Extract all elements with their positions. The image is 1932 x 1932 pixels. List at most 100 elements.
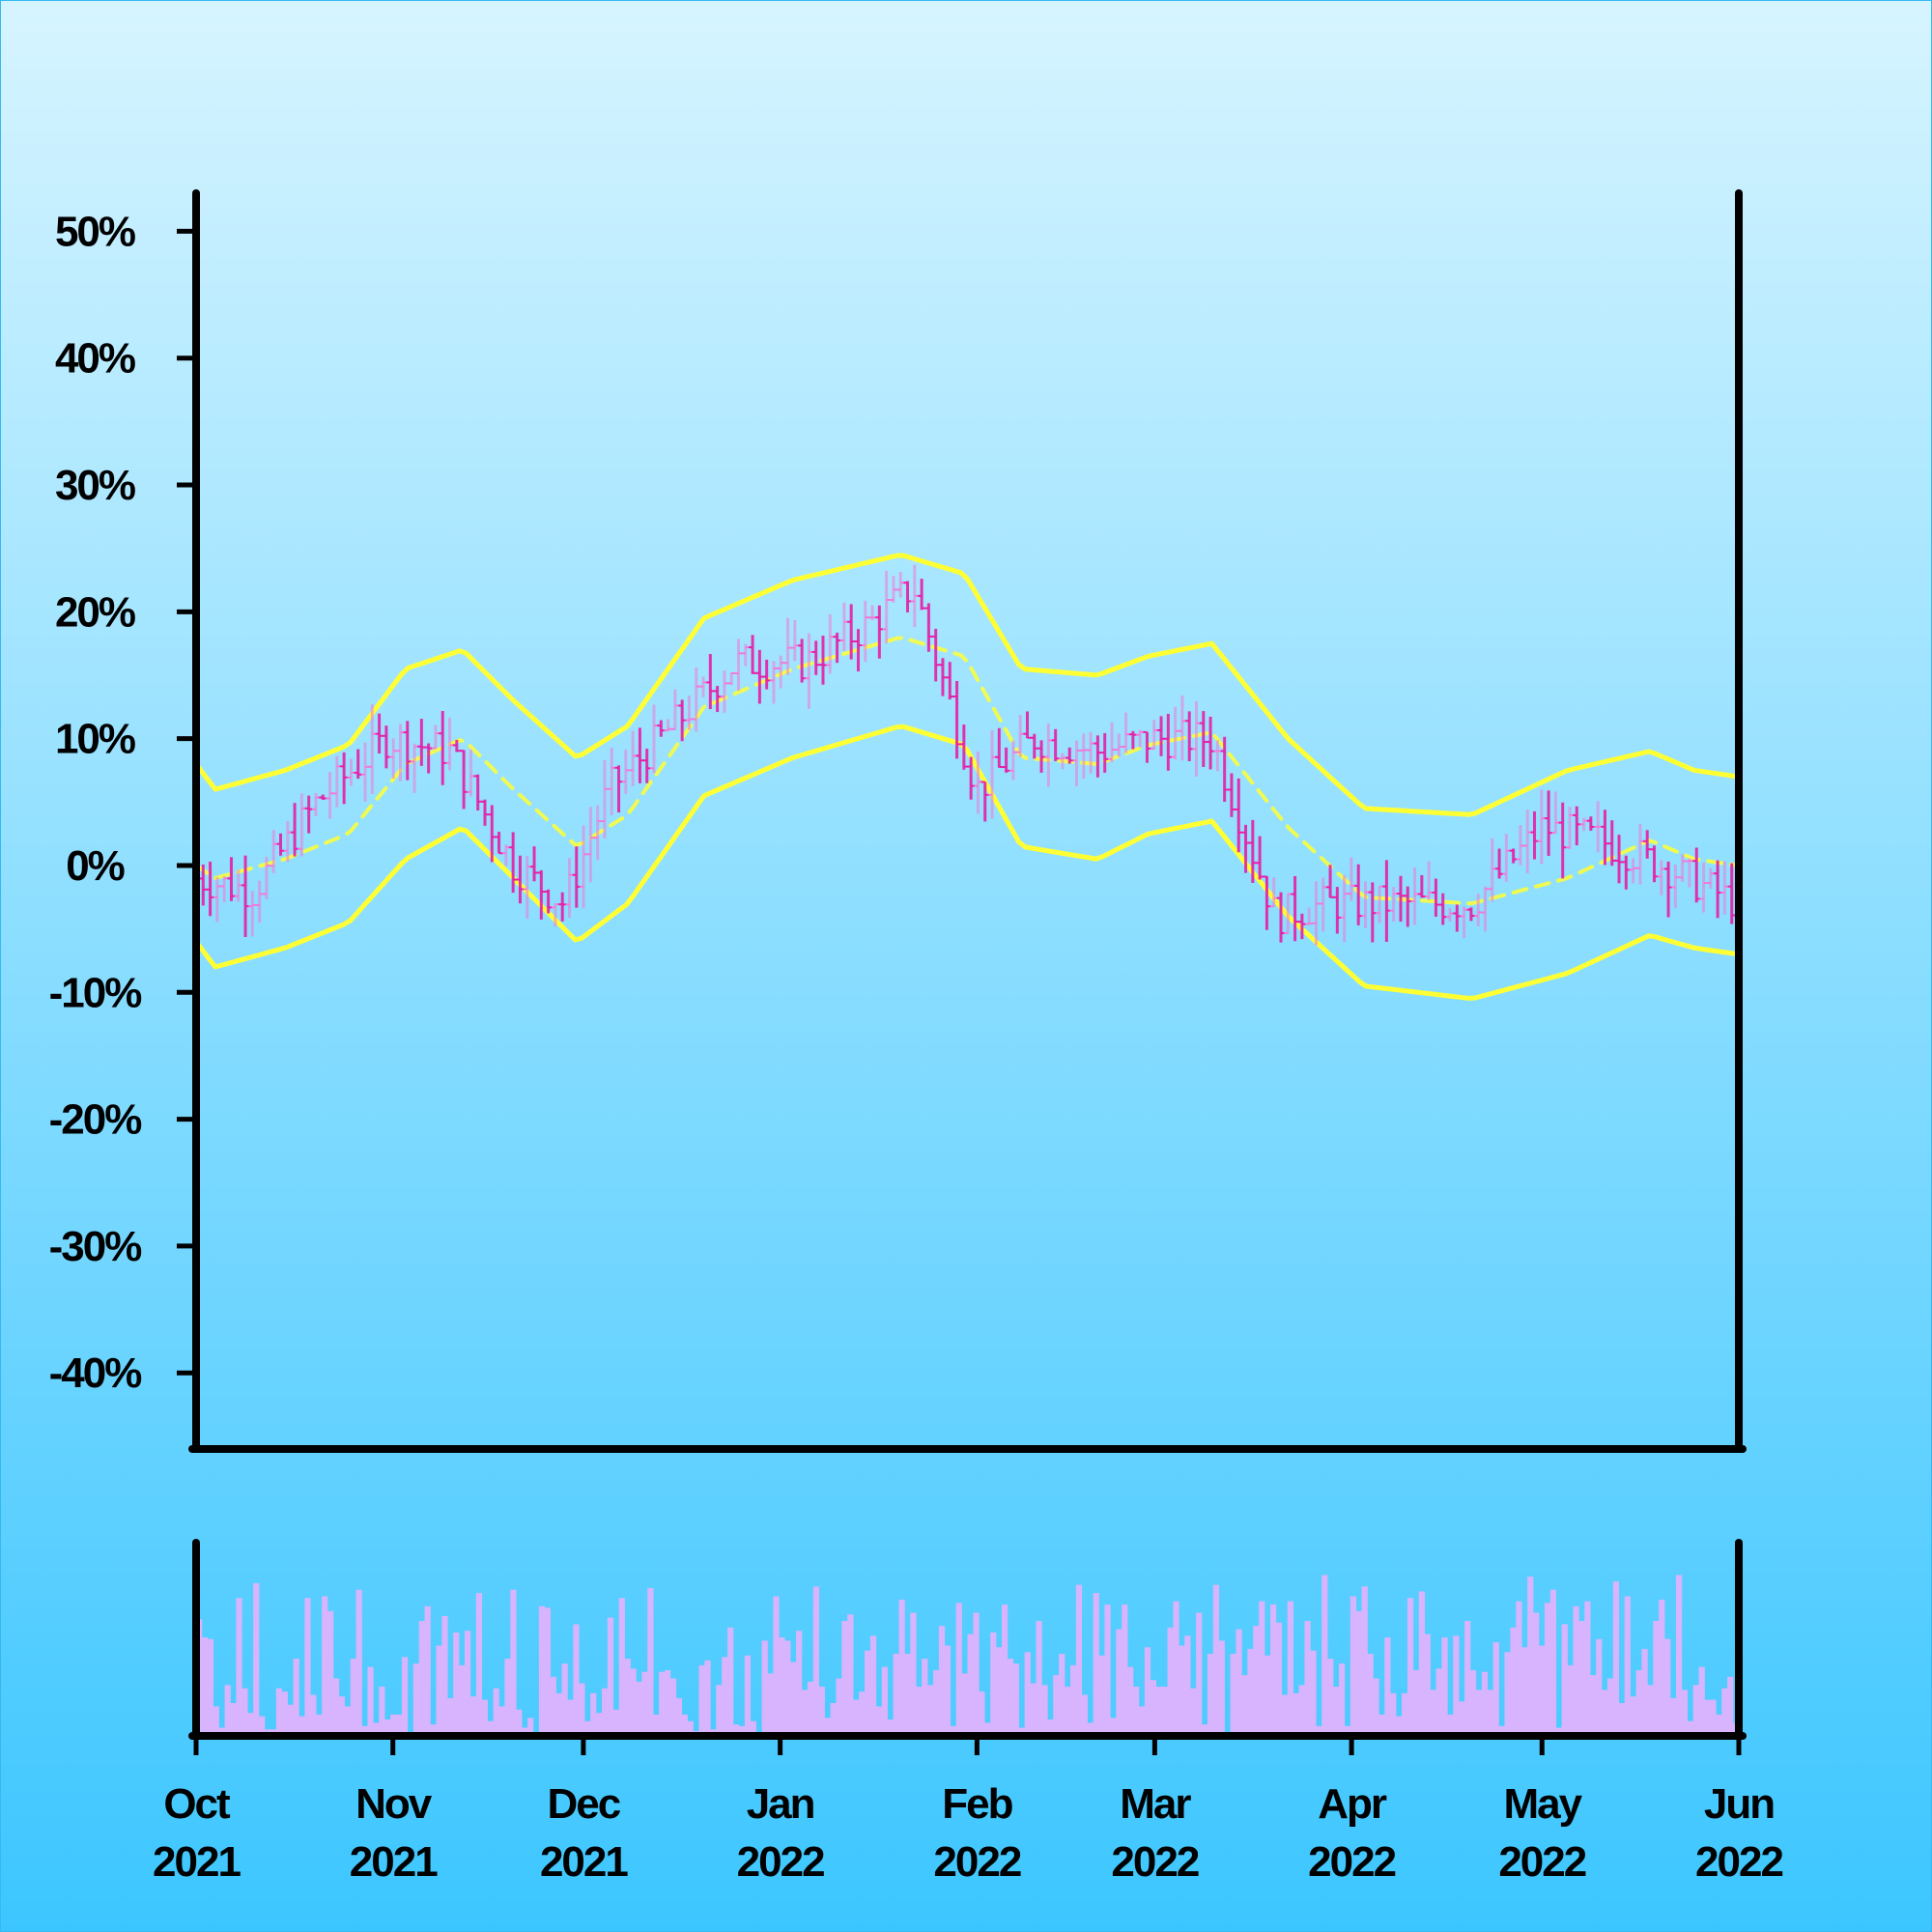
volume-bar bbox=[1630, 1696, 1636, 1736]
volume-bar bbox=[281, 1691, 288, 1736]
volume-bar bbox=[401, 1657, 409, 1736]
volume-bar bbox=[722, 1657, 728, 1736]
volume-bar bbox=[630, 1668, 637, 1736]
volume-bar bbox=[447, 1697, 454, 1736]
volume-bar bbox=[418, 1621, 425, 1736]
volume-bar bbox=[984, 1722, 991, 1736]
volume-bar bbox=[412, 1663, 419, 1736]
volume-bar bbox=[550, 1676, 556, 1736]
volume-bar bbox=[1384, 1637, 1391, 1736]
volume-bar bbox=[1081, 1694, 1089, 1736]
volume-bar bbox=[516, 1709, 523, 1736]
y-tick-label: -10% bbox=[49, 969, 142, 1016]
volume-bar bbox=[1310, 1650, 1317, 1736]
volume-bar bbox=[1281, 1694, 1289, 1736]
volume-bar bbox=[927, 1685, 934, 1736]
volume-bar bbox=[1247, 1648, 1254, 1736]
volume-bar bbox=[1179, 1645, 1185, 1736]
volume-bar bbox=[459, 1664, 466, 1736]
y-tick-label: -40% bbox=[49, 1350, 142, 1397]
volume-bar bbox=[350, 1659, 356, 1736]
volume-bar bbox=[1036, 1621, 1042, 1736]
x-tick-year-label: 2021 bbox=[540, 1838, 628, 1886]
volume-bar bbox=[716, 1685, 723, 1736]
volume-bar bbox=[1412, 1670, 1420, 1736]
volume-bar bbox=[761, 1640, 768, 1736]
volume-bar bbox=[996, 1647, 1003, 1736]
volume-bar bbox=[1230, 1654, 1236, 1736]
volume-bar bbox=[1190, 1688, 1197, 1736]
band-middle-line bbox=[194, 636, 1741, 906]
volume-bar bbox=[236, 1598, 242, 1736]
volume-bar bbox=[1618, 1703, 1626, 1736]
volume-bar bbox=[555, 1692, 562, 1736]
volume-bar bbox=[579, 1683, 585, 1736]
volume-panel bbox=[196, 1575, 1740, 1736]
volume-bar bbox=[875, 1706, 883, 1736]
x-tick-month-label: May bbox=[1503, 1780, 1582, 1828]
volume-bar bbox=[1207, 1654, 1214, 1736]
volume-bar bbox=[601, 1688, 609, 1736]
y-tick-label: -30% bbox=[49, 1223, 142, 1270]
volume-bar bbox=[1418, 1591, 1425, 1736]
volume-bar bbox=[1561, 1624, 1568, 1736]
volume-bar bbox=[1590, 1675, 1597, 1736]
volume-bar bbox=[344, 1706, 351, 1736]
volume-bar bbox=[1024, 1652, 1031, 1736]
volume-bar bbox=[1396, 1716, 1403, 1736]
volume-bar bbox=[1692, 1685, 1699, 1736]
volume-bar bbox=[1475, 1690, 1483, 1736]
volume-bar bbox=[687, 1720, 694, 1736]
volume-bar bbox=[464, 1631, 471, 1736]
volume-bar bbox=[1355, 1610, 1362, 1736]
volume-bar bbox=[922, 1659, 928, 1736]
volume-bar bbox=[1275, 1622, 1283, 1736]
volume-bar bbox=[379, 1687, 385, 1736]
volume-bar bbox=[1710, 1699, 1717, 1736]
volume-bar bbox=[853, 1699, 860, 1736]
volume-bar bbox=[1041, 1685, 1048, 1736]
volume-bar bbox=[1698, 1666, 1705, 1736]
volume-bar bbox=[1487, 1690, 1493, 1736]
volume-bar bbox=[1670, 1697, 1677, 1736]
volume-bar bbox=[841, 1621, 848, 1736]
volume-bar bbox=[253, 1582, 260, 1736]
volume-bar bbox=[859, 1691, 866, 1736]
volume-bar bbox=[1653, 1621, 1660, 1736]
volume-bar bbox=[1093, 1593, 1099, 1736]
volume-bar bbox=[1567, 1664, 1574, 1736]
volume-bar bbox=[636, 1681, 642, 1736]
volume-bar bbox=[1602, 1690, 1608, 1736]
volume-bar bbox=[584, 1720, 591, 1736]
volume-bar bbox=[669, 1678, 677, 1736]
volume-bar bbox=[1675, 1575, 1683, 1736]
volume-bar bbox=[910, 1612, 917, 1736]
volume-bar bbox=[1138, 1706, 1146, 1736]
y-tick-label: 30% bbox=[55, 462, 135, 509]
volume-bar bbox=[1236, 1629, 1242, 1736]
volume-bar bbox=[1316, 1725, 1322, 1736]
volume-bar bbox=[504, 1659, 511, 1736]
volume-bar bbox=[1150, 1680, 1156, 1736]
volume-bar bbox=[1453, 1635, 1460, 1736]
volume-bar bbox=[1304, 1621, 1311, 1736]
volume-bar bbox=[1087, 1722, 1094, 1736]
volume-bar bbox=[773, 1596, 780, 1736]
volume-bar bbox=[338, 1696, 346, 1736]
volume-bar bbox=[887, 1719, 894, 1736]
volume-bar bbox=[961, 1673, 968, 1736]
volume-bar bbox=[1549, 1589, 1557, 1736]
price-series bbox=[192, 564, 1743, 947]
volume-bar bbox=[1578, 1621, 1585, 1736]
volume-bar bbox=[1104, 1605, 1111, 1736]
volume-bar bbox=[390, 1714, 397, 1736]
volume-bar bbox=[830, 1703, 837, 1736]
volume-bar bbox=[1367, 1654, 1374, 1736]
volume-bar bbox=[933, 1670, 940, 1736]
volume-bar bbox=[298, 1716, 305, 1736]
volume-bar bbox=[1406, 1598, 1414, 1736]
y-tick-label: 50% bbox=[55, 208, 135, 255]
volume-bar bbox=[1521, 1647, 1528, 1736]
volume-bar bbox=[1596, 1638, 1603, 1736]
